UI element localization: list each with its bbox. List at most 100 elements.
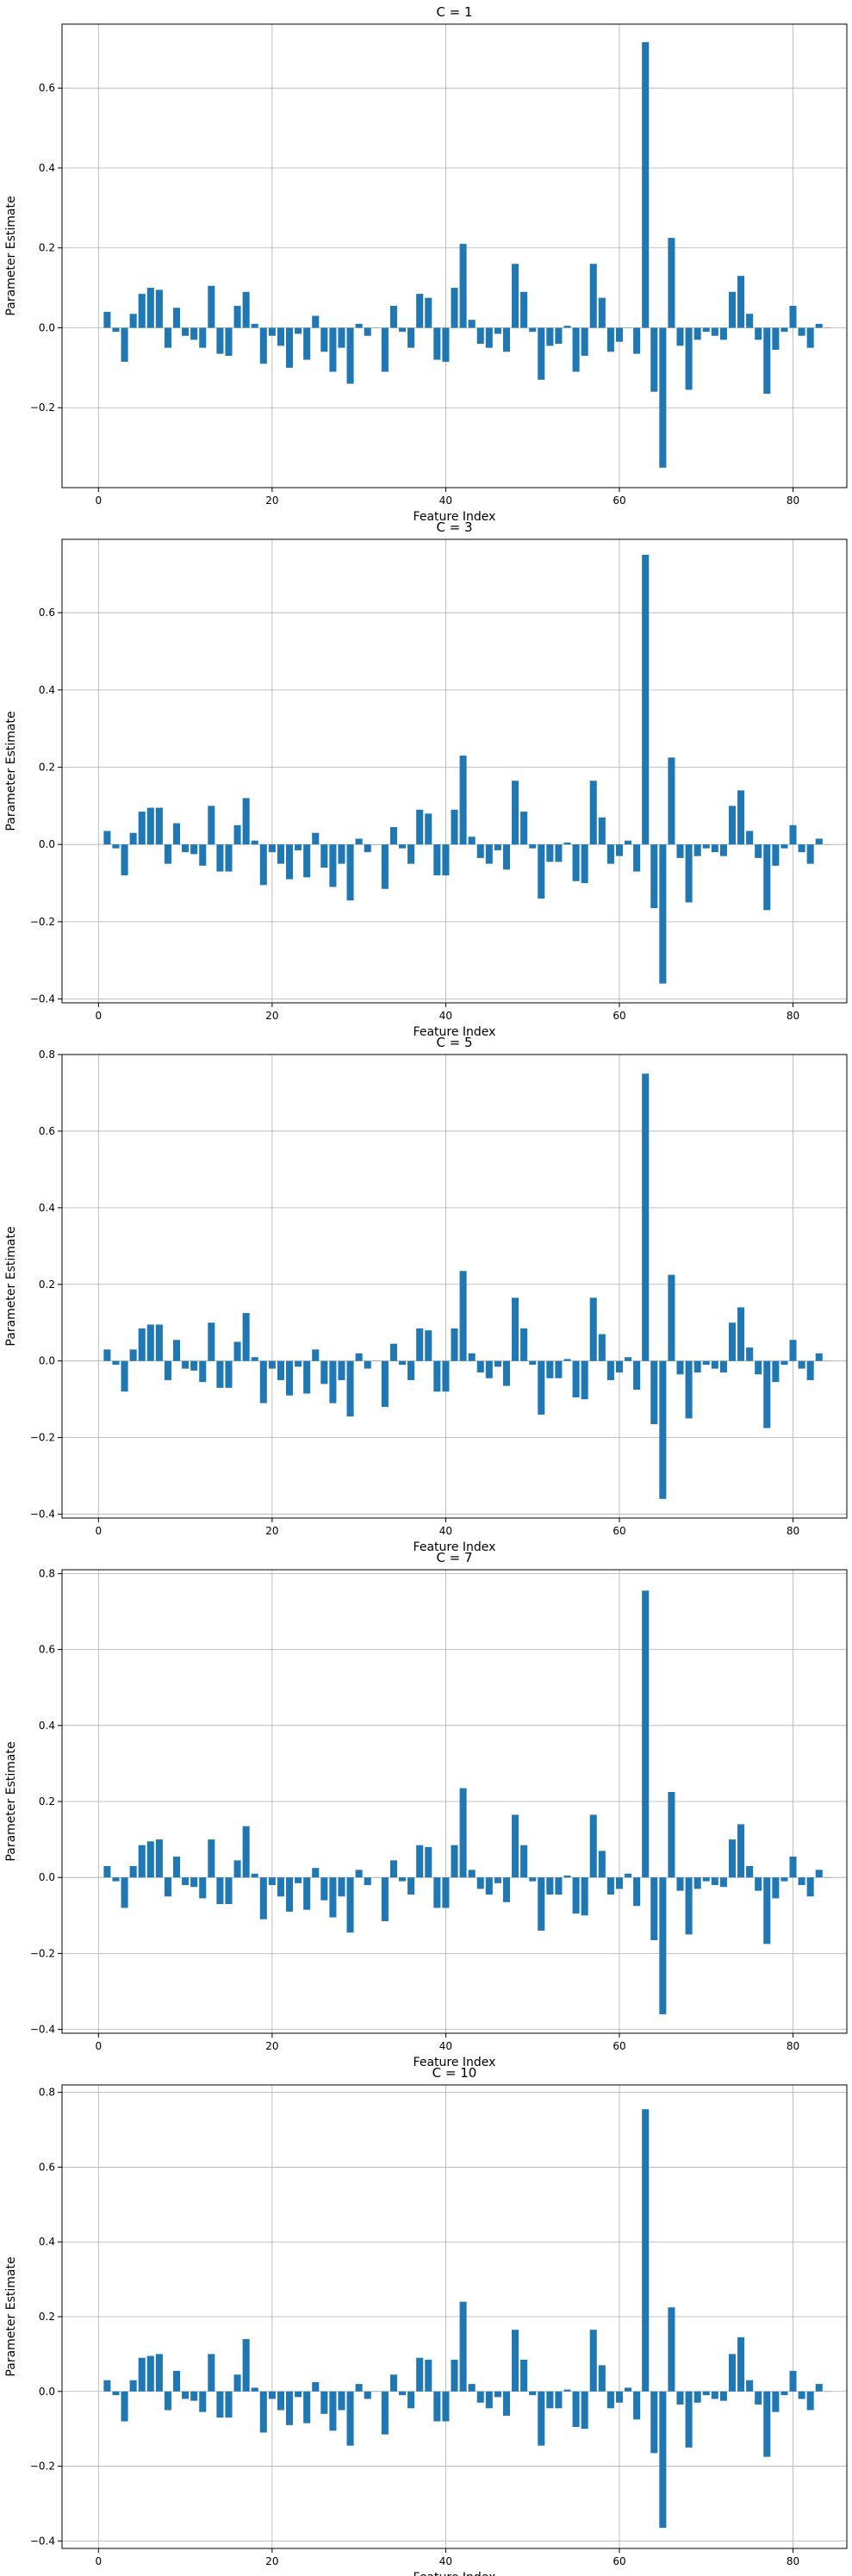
bar: [702, 327, 710, 333]
bar: [216, 1360, 224, 1388]
bar: [668, 757, 675, 845]
bar: [164, 1877, 171, 1897]
bar: [728, 806, 737, 845]
bar: [312, 1868, 320, 1878]
y-tick-label: 0.0: [39, 838, 55, 850]
bar: [225, 327, 233, 356]
bar: [772, 1360, 780, 1383]
bar: [468, 2384, 476, 2392]
bar: [737, 1824, 745, 1878]
bar: [407, 1877, 415, 1895]
bar: [806, 1360, 814, 1380]
bar: [719, 327, 727, 340]
bar: [806, 2391, 814, 2411]
bar: [199, 1877, 207, 1899]
x-tick-label: 20: [265, 495, 278, 507]
bar: [416, 809, 424, 845]
bar: [381, 1360, 389, 1408]
bar: [512, 264, 519, 328]
bar: [451, 1845, 458, 1878]
bar: [312, 2381, 320, 2392]
bar: [459, 756, 467, 845]
bar: [277, 844, 284, 864]
bar: [389, 827, 397, 845]
chart-title: C = 3: [436, 520, 472, 535]
chart-panel-5: 0 20 40 60 80 −0.4 −0.2 0.0 0.2 0.4 0.6 0.8 C = 10 Fe…: [4, 2065, 848, 2576]
bar: [780, 844, 788, 849]
x-tick-label: 80: [787, 1010, 799, 1022]
x-axis-label: Feature Index: [414, 510, 496, 524]
bar: [295, 2391, 302, 2398]
bar: [711, 1877, 718, 1886]
bar: [529, 1360, 537, 1366]
bar: [650, 2391, 658, 2454]
bar: [572, 1360, 580, 1397]
y-tick-label: 0.2: [39, 2311, 55, 2323]
bar: [285, 1877, 294, 1912]
bar: [642, 41, 650, 328]
bar: [182, 2391, 190, 2399]
bar: [251, 1873, 258, 1878]
bar: [711, 1360, 718, 1369]
axes-frame: [61, 23, 848, 488]
bar: [451, 1328, 458, 1361]
x-axis-label: Feature Index: [414, 1025, 496, 1039]
bar: [329, 844, 337, 887]
y-tick-label: 0.2: [39, 762, 55, 774]
x-axis-label: Feature Index: [414, 2571, 496, 2576]
y-axis-label: Parameter Estimate: [4, 196, 18, 315]
y-axis-label: Parameter Estimate: [4, 1741, 18, 1861]
bar: [268, 844, 276, 853]
bar: [121, 327, 128, 362]
y-tick-label: −0.4: [30, 993, 55, 1005]
bar: [416, 294, 424, 328]
bar: [746, 1865, 754, 1878]
x-tick-label: 60: [613, 2555, 625, 2567]
bar: [103, 831, 111, 845]
bar: [233, 1860, 241, 1878]
bar: [555, 1360, 563, 1378]
bar: [199, 327, 207, 348]
bar: [172, 823, 181, 845]
bar: [572, 2391, 580, 2427]
bar: [668, 2307, 675, 2392]
bar: [529, 844, 537, 849]
bar: [112, 327, 120, 333]
bar: [138, 812, 146, 845]
chart-panel-3: 0 20 40 60 80 −0.4 −0.2 0.0 0.2 0.4 0.6 0.8 C = 5 Fea…: [4, 1035, 848, 1554]
bar: [520, 2359, 528, 2392]
bar: [502, 327, 510, 352]
bar: [346, 1360, 354, 1417]
bar: [676, 1877, 684, 1891]
bar: [755, 2391, 762, 2405]
bar: [190, 327, 198, 340]
x-tick-label: 40: [439, 1525, 452, 1537]
bar: [650, 1360, 658, 1425]
x-tick-label: 60: [613, 1010, 625, 1022]
bar: [303, 1360, 311, 1394]
bar: [295, 844, 302, 850]
bar: [615, 844, 624, 856]
bar: [277, 327, 284, 346]
bar: [364, 327, 371, 336]
bar: [199, 2391, 207, 2412]
bar: [806, 844, 814, 864]
bar: [546, 844, 554, 862]
bar: [425, 813, 432, 845]
bar: [485, 1877, 493, 1895]
x-tick-label: 60: [613, 2040, 625, 2052]
bar: [259, 844, 267, 886]
bar: [529, 327, 537, 333]
bar: [668, 238, 675, 328]
bar: [295, 1360, 302, 1367]
bar: [702, 1360, 710, 1366]
x-tick-label: 0: [96, 2555, 103, 2567]
bar: [538, 844, 545, 899]
bar: [772, 1877, 780, 1899]
bar: [659, 844, 667, 984]
y-tick-label: −0.2: [30, 1432, 55, 1444]
bar: [303, 327, 311, 360]
bar: [538, 2391, 545, 2446]
bar: [693, 327, 701, 340]
x-tick-label: 0: [96, 495, 103, 507]
